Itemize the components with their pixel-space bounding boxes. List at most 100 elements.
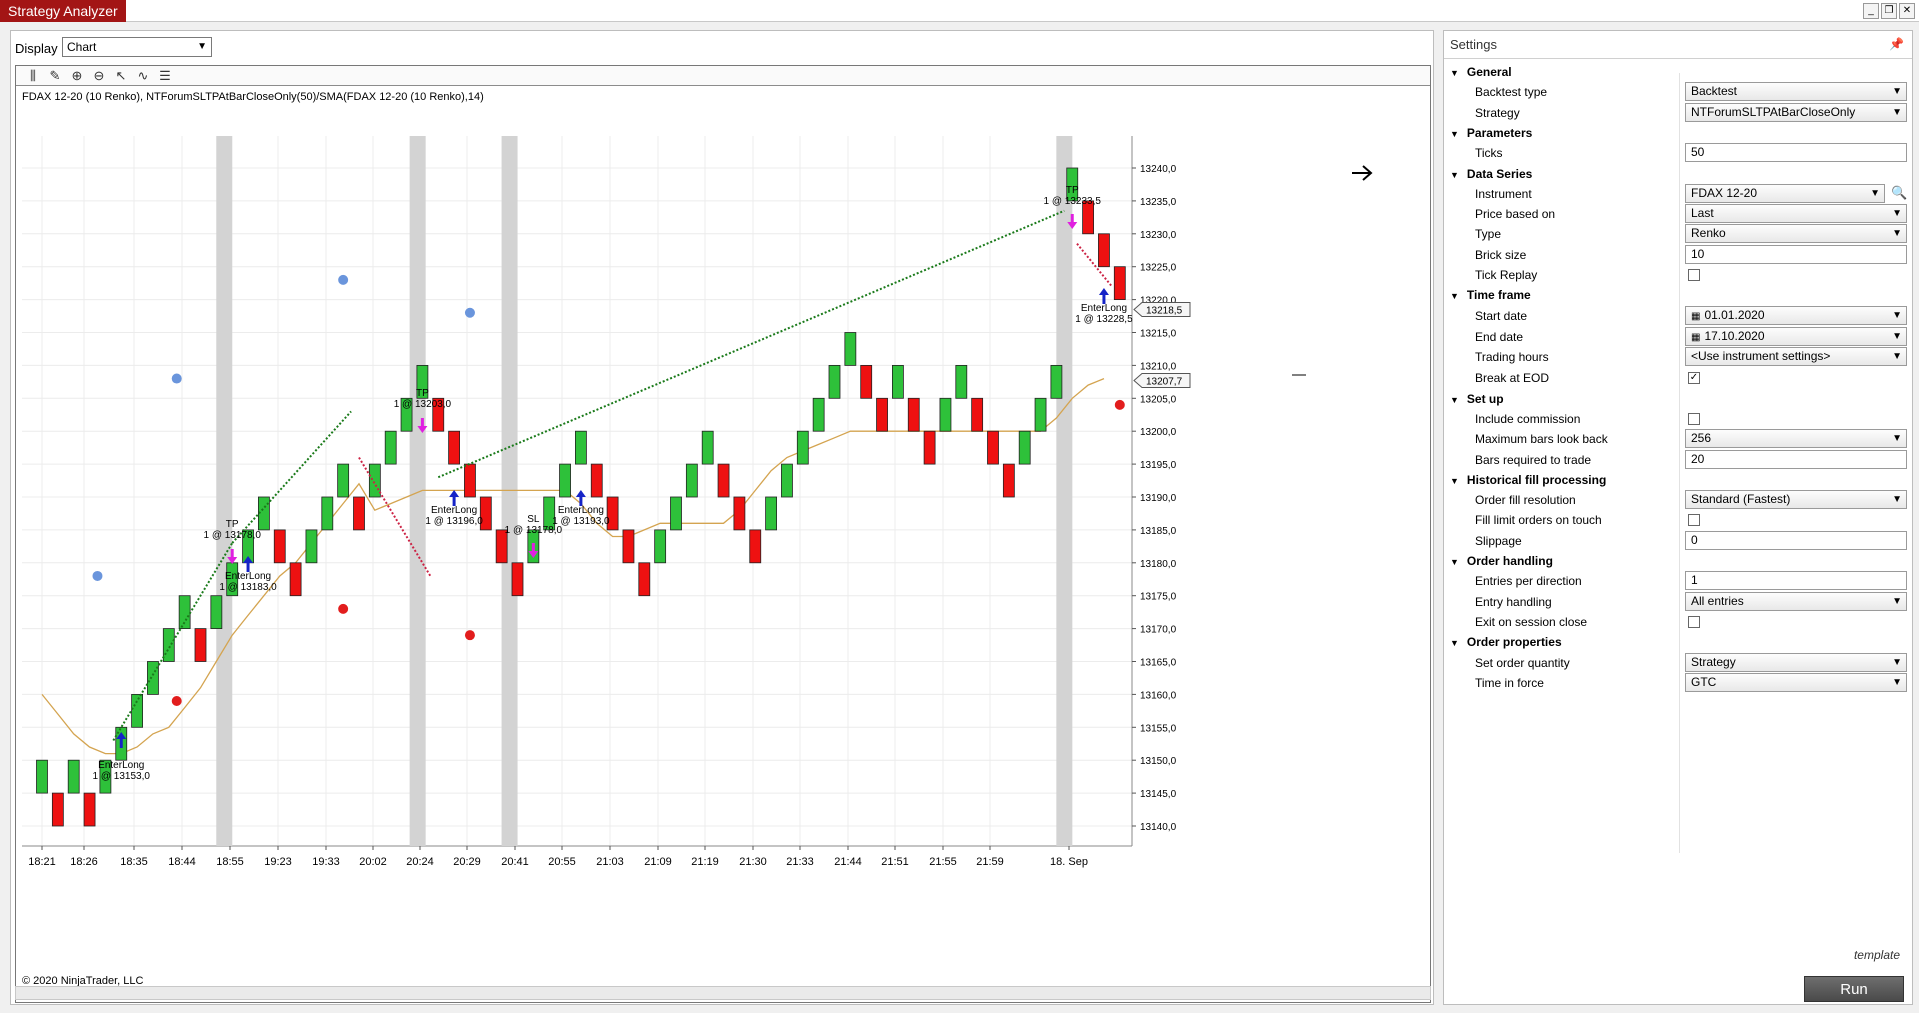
- up-brick[interactable]: [844, 332, 857, 366]
- up-brick[interactable]: [939, 397, 952, 432]
- list-icon[interactable]: ☰: [159, 68, 171, 83]
- up-brick[interactable]: [1066, 167, 1079, 202]
- up-brick[interactable]: [1018, 430, 1031, 465]
- checkbox[interactable]: [1688, 269, 1700, 281]
- search-icon[interactable]: 🔍: [1891, 184, 1908, 200]
- up-brick[interactable]: [575, 430, 587, 465]
- down-brick[interactable]: [432, 397, 445, 432]
- minimize-button[interactable]: _: [1863, 3, 1879, 19]
- down-brick[interactable]: [971, 397, 984, 432]
- up-brick[interactable]: [670, 496, 682, 531]
- select-box[interactable]: Strategy ▼: [1685, 652, 1907, 672]
- down-brick[interactable]: [749, 529, 762, 564]
- select-box[interactable]: FDAX 12-20 ▼: [1685, 183, 1885, 203]
- down-brick[interactable]: [876, 397, 888, 432]
- up-brick[interactable]: [543, 496, 556, 531]
- down-brick[interactable]: [860, 364, 873, 399]
- up-brick[interactable]: [765, 496, 777, 531]
- down-brick[interactable]: [606, 496, 619, 531]
- down-brick[interactable]: [1113, 266, 1126, 300]
- indicator-icon[interactable]: ∿: [137, 68, 149, 83]
- select-box[interactable]: 256 ▼: [1685, 429, 1907, 449]
- select-box[interactable]: Renko ▼: [1685, 224, 1907, 244]
- down-brick[interactable]: [907, 397, 920, 432]
- time-axis[interactable]: 18:21 18:26 18:35 18:44 18:55 19:23 19:33 20:02…: [28, 846, 1088, 868]
- select-box[interactable]: GTC ▼: [1685, 672, 1907, 692]
- select-box[interactable]: Last ▼: [1685, 204, 1907, 224]
- up-brick[interactable]: [368, 463, 381, 498]
- text-input[interactable]: 50: [1685, 143, 1907, 163]
- up-brick[interactable]: [67, 759, 80, 794]
- down-brick[interactable]: [987, 430, 999, 465]
- checkbox[interactable]: [1688, 615, 1700, 628]
- run-button[interactable]: Run: [1804, 976, 1904, 1002]
- category-data-series[interactable]: ▼ Data Series: [1450, 167, 1532, 181]
- date-picker[interactable]: ▦ 01.01.2020 ▼: [1685, 305, 1907, 325]
- down-brick[interactable]: [717, 463, 730, 498]
- up-brick[interactable]: [828, 364, 841, 399]
- down-brick[interactable]: [733, 496, 746, 531]
- select-box[interactable]: Backtest ▼: [1685, 82, 1907, 102]
- text-input[interactable]: 10: [1685, 244, 1907, 264]
- up-brick[interactable]: [305, 529, 318, 564]
- template-label[interactable]: template: [1853, 948, 1900, 962]
- up-brick[interactable]: [162, 628, 175, 662]
- up-brick[interactable]: [400, 397, 413, 432]
- date-picker[interactable]: ▦ 17.10.2020 ▼: [1685, 326, 1907, 346]
- down-brick[interactable]: [353, 496, 365, 531]
- arrow-right-icon[interactable]: [1352, 165, 1373, 181]
- up-brick[interactable]: [1050, 364, 1063, 399]
- down-brick[interactable]: [638, 562, 651, 597]
- up-brick[interactable]: [654, 529, 667, 564]
- down-brick[interactable]: [464, 463, 476, 498]
- down-brick[interactable]: [590, 463, 603, 498]
- up-brick[interactable]: [257, 496, 270, 531]
- up-brick[interactable]: [1034, 397, 1047, 432]
- restore-button[interactable]: ❐: [1881, 3, 1897, 19]
- up-brick[interactable]: [892, 364, 904, 399]
- text-input[interactable]: 20: [1685, 449, 1907, 469]
- down-brick[interactable]: [1002, 463, 1015, 498]
- up-brick[interactable]: [384, 430, 397, 465]
- up-brick[interactable]: [131, 694, 143, 728]
- select-box[interactable]: NTForumSLTPAtBarCloseOnly ▼: [1685, 102, 1907, 122]
- checkbox[interactable]: [1688, 412, 1700, 425]
- up-brick[interactable]: [812, 397, 825, 432]
- down-brick[interactable]: [923, 430, 936, 465]
- up-brick[interactable]: [559, 463, 571, 498]
- category-general[interactable]: ▼ General: [1450, 65, 1512, 79]
- up-brick[interactable]: [701, 430, 714, 465]
- down-brick[interactable]: [448, 430, 461, 465]
- up-brick[interactable]: [955, 364, 968, 399]
- zoom-out-icon[interactable]: ⊖: [93, 68, 105, 83]
- display-select[interactable]: Chart ▼: [62, 37, 212, 57]
- text-input[interactable]: 1: [1685, 571, 1907, 591]
- pencil-icon[interactable]: ✎: [49, 68, 61, 83]
- pin-icon[interactable]: 📌: [1889, 37, 1904, 51]
- up-brick[interactable]: [36, 759, 48, 794]
- down-brick[interactable]: [495, 529, 508, 564]
- bar-type-icon[interactable]: ⫼: [30, 68, 36, 83]
- down-brick[interactable]: [194, 628, 207, 662]
- down-brick[interactable]: [1082, 200, 1094, 235]
- up-brick[interactable]: [796, 430, 809, 465]
- up-brick[interactable]: [147, 661, 159, 695]
- down-brick[interactable]: [479, 496, 492, 531]
- down-brick[interactable]: [51, 792, 64, 827]
- up-brick[interactable]: [210, 595, 223, 630]
- down-brick[interactable]: [511, 562, 524, 597]
- up-brick[interactable]: [337, 463, 350, 498]
- category-set-up[interactable]: ▼ Set up: [1450, 392, 1504, 406]
- close-button[interactable]: ✕: [1899, 3, 1915, 19]
- select-box[interactable]: Standard (Fastest) ▼: [1685, 490, 1907, 510]
- select-box[interactable]: All entries ▼: [1685, 591, 1907, 611]
- down-brick[interactable]: [83, 792, 96, 827]
- up-brick[interactable]: [416, 364, 429, 399]
- up-brick[interactable]: [321, 496, 334, 531]
- horizontal-scrollbar[interactable]: [15, 986, 1431, 1000]
- down-brick[interactable]: [1098, 233, 1110, 268]
- up-brick[interactable]: [781, 463, 793, 498]
- down-brick[interactable]: [273, 529, 286, 564]
- zoom-in-icon[interactable]: ⊕: [71, 68, 83, 83]
